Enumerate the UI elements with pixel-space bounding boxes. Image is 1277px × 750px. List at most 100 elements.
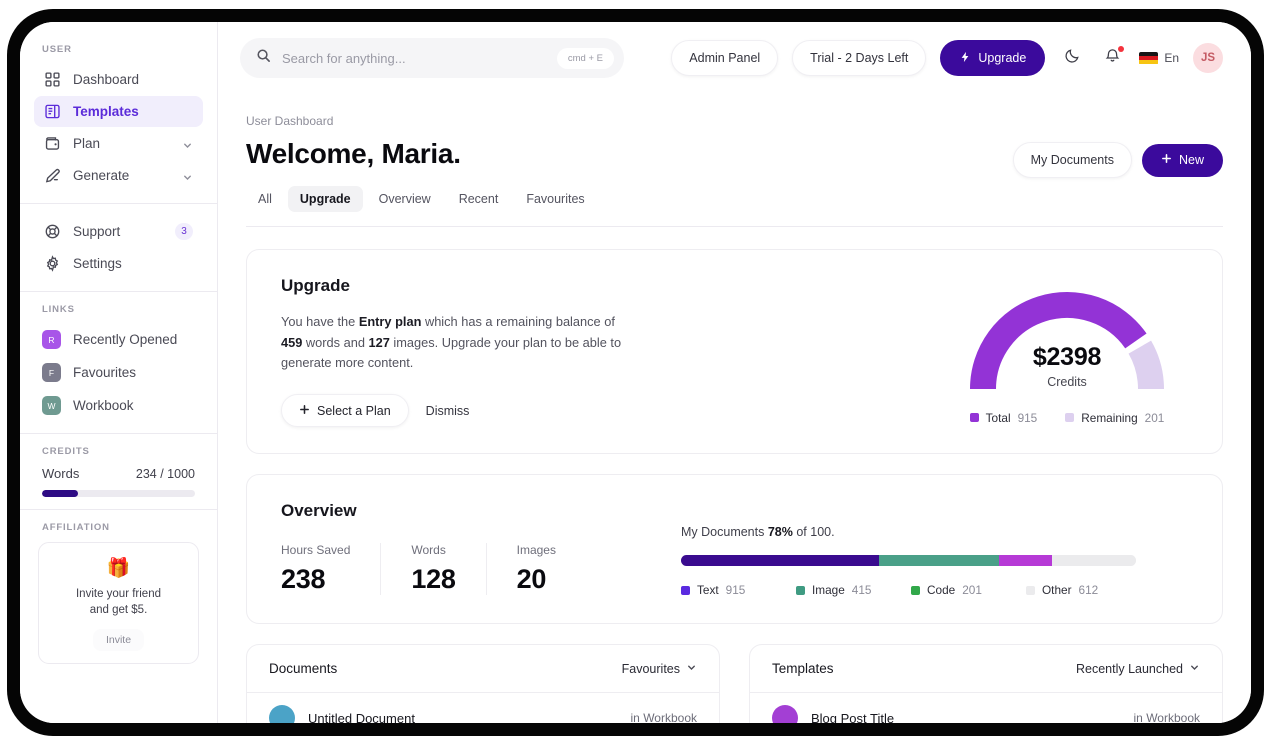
sidebar-item-support[interactable]: Support 3 <box>34 216 203 247</box>
search-box[interactable]: cmd + E <box>240 38 624 78</box>
notification-dot <box>1118 46 1125 52</box>
chevron-down-icon[interactable] <box>182 138 193 149</box>
wallet-icon <box>44 135 61 152</box>
credits-gauge-chart: $2398 Credits Total 915 Remaining <box>942 276 1192 427</box>
legend-item-image: Image 415 <box>796 583 911 597</box>
lifebuoy-icon <box>44 223 61 240</box>
stacked-bar-legend: Text 915 Image 415 Code 201 <box>681 583 1192 597</box>
list-item-meta: in Workbook <box>1133 711 1200 723</box>
caption-percent: 78% <box>767 525 793 540</box>
dismiss-button[interactable]: Dismiss <box>425 403 470 418</box>
list-item-name: Untitled Document <box>308 710 415 723</box>
upgrade-card-title: Upgrade <box>281 276 350 295</box>
sidebar-link-label: Favourites <box>73 365 137 380</box>
stat-label: Words <box>411 543 446 558</box>
my-documents-chart: My Documents 78% of 100. Text 915 Image … <box>681 501 1192 597</box>
templates-card-header: Templates Recently Launched <box>750 645 1222 694</box>
documents-list-item[interactable]: Untitled Document in Workbook <box>247 693 719 723</box>
sidebar-item-templates[interactable]: Templates <box>34 96 203 127</box>
legend-label: Remaining <box>1081 410 1138 425</box>
credits-label: Words <box>42 466 80 481</box>
admin-panel-button[interactable]: Admin Panel <box>671 40 779 76</box>
content-area: Upgrade You have the Entry plan which ha… <box>218 227 1251 723</box>
chevron-down-icon[interactable] <box>182 170 193 181</box>
sidebar-item-settings[interactable]: Settings <box>34 248 203 279</box>
templates-filter-dropdown[interactable]: Recently Launched <box>1076 662 1200 676</box>
sidebar-item-label: Plan <box>73 136 101 151</box>
stat-label: Hours Saved <box>281 543 351 558</box>
tab-upgrade[interactable]: Upgrade <box>287 186 363 212</box>
templates-card: Templates Recently Launched Blog Post Ti… <box>749 644 1223 723</box>
overview-card-title: Overview <box>281 501 357 521</box>
stat-value: 20 <box>516 564 547 595</box>
legend-item-remaining: Remaining 201 <box>1065 411 1164 425</box>
affiliation-line1: Invite your friend <box>75 588 161 600</box>
stat-hours-saved: Hours Saved 238 <box>281 543 382 596</box>
overview-stats: Hours Saved 238 Words 128 Images 20 <box>281 543 681 596</box>
tab-all[interactable]: All <box>258 192 272 206</box>
notifications-button[interactable] <box>1099 45 1125 71</box>
new-button-label: New <box>1178 153 1204 167</box>
sidebar-nav-user: Dashboard Templates <box>34 64 203 191</box>
sidebar-section-affiliation: AFFILIATION <box>42 522 110 533</box>
pen-icon <box>44 167 61 184</box>
page-header: User Dashboard Welcome, Maria. All Upgra… <box>218 94 1251 227</box>
search-shortcut-hint: cmd + E <box>556 47 614 69</box>
tab-overview[interactable]: Overview <box>378 192 431 206</box>
sidebar-links: R Recently Opened F Favourites W Workboo… <box>34 324 203 421</box>
list-item-name: Blog Post Title <box>811 710 895 723</box>
search-input[interactable] <box>282 50 546 66</box>
upgrade-button[interactable]: Upgrade <box>940 40 1046 76</box>
bottom-cards-row: Documents Favourites Untitled Document <box>246 644 1223 723</box>
credits-progress-fill <box>42 490 78 497</box>
sidebar-item-label: Templates <box>73 104 139 119</box>
trial-status-button[interactable]: Trial - 2 Days Left <box>792 40 927 76</box>
documents-filter-dropdown[interactable]: Favourites <box>622 662 697 676</box>
avatar[interactable]: JS <box>1193 43 1223 73</box>
sidebar-divider <box>20 291 217 292</box>
stacked-bar-segment-text <box>681 555 879 567</box>
my-documents-caption: My Documents 78% of 100. <box>681 525 1192 539</box>
sidebar-item-favourites[interactable]: F Favourites <box>34 357 203 388</box>
stat-words: Words 128 <box>411 543 487 596</box>
sidebar-item-label: Dashboard <box>73 72 140 87</box>
sidebar-item-dashboard[interactable]: Dashboard <box>34 64 203 95</box>
page-title: Welcome, Maria. <box>246 138 461 169</box>
legend-swatch <box>1065 413 1075 423</box>
main-area: cmd + E Admin Panel Trial - 2 Days Left … <box>218 22 1251 723</box>
gift-icon: 🎁 <box>106 558 131 579</box>
stat-label: Images <box>516 543 556 558</box>
sidebar-item-recently-opened[interactable]: R Recently Opened <box>34 324 203 355</box>
chevron-down-icon <box>1189 662 1200 676</box>
sidebar-item-plan[interactable]: Plan <box>34 128 203 159</box>
templates-list-item[interactable]: Blog Post Title in Workbook <box>750 693 1222 723</box>
tab-favourites[interactable]: Favourites <box>526 192 585 206</box>
list-item-left: Untitled Document <box>269 705 415 723</box>
affiliation-text: Invite your friend and get $5. <box>49 587 188 618</box>
recently-opened-icon: R <box>42 330 61 349</box>
germany-flag-icon <box>1139 51 1159 65</box>
invite-button[interactable]: Invite <box>92 629 145 652</box>
app-screen: USER Dashboard <box>20 22 1251 723</box>
topbar: cmd + E Admin Panel Trial - 2 Days Left … <box>218 22 1251 94</box>
gauge-arc-container: $2398 Credits <box>956 279 1178 397</box>
theme-toggle-button[interactable] <box>1059 45 1085 71</box>
legend-value: 201 <box>962 583 982 598</box>
tab-recent[interactable]: Recent <box>458 192 499 206</box>
grid-icon <box>44 71 61 88</box>
favourites-icon: F <box>42 363 61 382</box>
language-selector[interactable]: En <box>1139 51 1179 65</box>
sidebar-item-generate[interactable]: Generate <box>34 160 203 191</box>
gauge-center-text: $2398 Credits <box>956 343 1178 389</box>
sidebar-divider <box>20 433 217 434</box>
sidebar-link-label: Recently Opened <box>73 332 178 347</box>
upgrade-card: Upgrade You have the Entry plan which ha… <box>246 249 1223 455</box>
my-documents-button[interactable]: My Documents <box>1012 142 1132 178</box>
select-a-plan-button[interactable]: Select a Plan <box>281 394 409 428</box>
sidebar-item-label: Generate <box>73 168 130 183</box>
sidebar-item-workbook[interactable]: W Workbook <box>34 390 203 421</box>
templates-filter-label: Recently Launched <box>1075 661 1183 676</box>
legend-value: 415 <box>851 583 872 598</box>
stat-images: Images 20 <box>517 543 586 595</box>
new-button[interactable]: New <box>1141 143 1223 177</box>
